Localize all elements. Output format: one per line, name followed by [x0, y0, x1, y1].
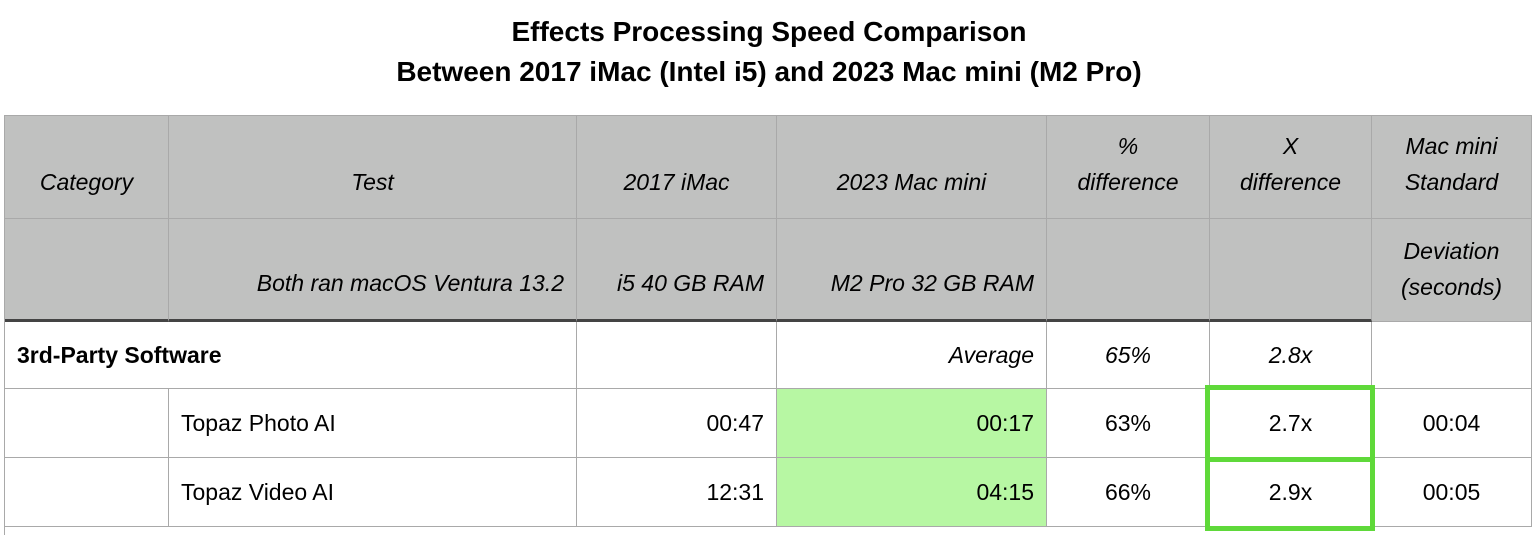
header-test: Test — [169, 116, 577, 219]
header-std-dev: Mac mini Standard — [1372, 116, 1532, 219]
section-average-label: Average — [777, 322, 1047, 389]
header-category-sub — [5, 219, 169, 322]
row-test: Topaz Photo AI — [169, 389, 577, 458]
title-line-2: Between 2017 iMac (Intel i5) and 2023 Ma… — [396, 56, 1142, 87]
cell-category — [5, 458, 169, 527]
header-pct-diff-sub — [1047, 219, 1210, 322]
row-x: 2.9x — [1210, 458, 1372, 527]
row-mini-time: 04:15 — [777, 458, 1047, 527]
title-line-1: Effects Processing Speed Comparison — [511, 16, 1027, 47]
header-pct-diff: % difference — [1047, 116, 1210, 219]
row-pct: 66% — [1047, 458, 1210, 527]
row-test: Topaz Video AI — [169, 458, 577, 527]
header-mac-mini: 2023 Mac mini — [777, 116, 1047, 219]
row-imac-time: 00:47 — [577, 389, 777, 458]
header-mac-mini-sub: M2 Pro 32 GB RAM — [777, 219, 1047, 322]
row-imac-time: 12:31 — [577, 458, 777, 527]
section-average-x: 2.8x — [1210, 322, 1372, 389]
cell-empty — [1372, 322, 1532, 389]
section-average-pct: 65% — [1047, 322, 1210, 389]
header-category: Category — [5, 116, 169, 219]
header-std-dev-sub: Deviation (seconds) — [1372, 219, 1532, 322]
row-mini-time: 00:17 — [777, 389, 1047, 458]
row-pct: 63% — [1047, 389, 1210, 458]
row-std-dev: 00:04 — [1372, 389, 1532, 458]
header-x-diff-sub — [1210, 219, 1372, 322]
header-test-sub: Both ran macOS Ventura 13.2 — [169, 219, 577, 322]
header-imac: 2017 iMac — [577, 116, 777, 219]
section-label: 3rd-Party Software — [5, 322, 577, 389]
row-std-dev: 00:05 — [1372, 458, 1532, 527]
row-x: 2.7x — [1210, 389, 1372, 458]
header-x-diff: X difference — [1210, 116, 1372, 219]
cell-category — [5, 389, 169, 458]
header-imac-sub: i5 40 GB RAM — [577, 219, 777, 322]
cell-empty — [577, 322, 777, 389]
